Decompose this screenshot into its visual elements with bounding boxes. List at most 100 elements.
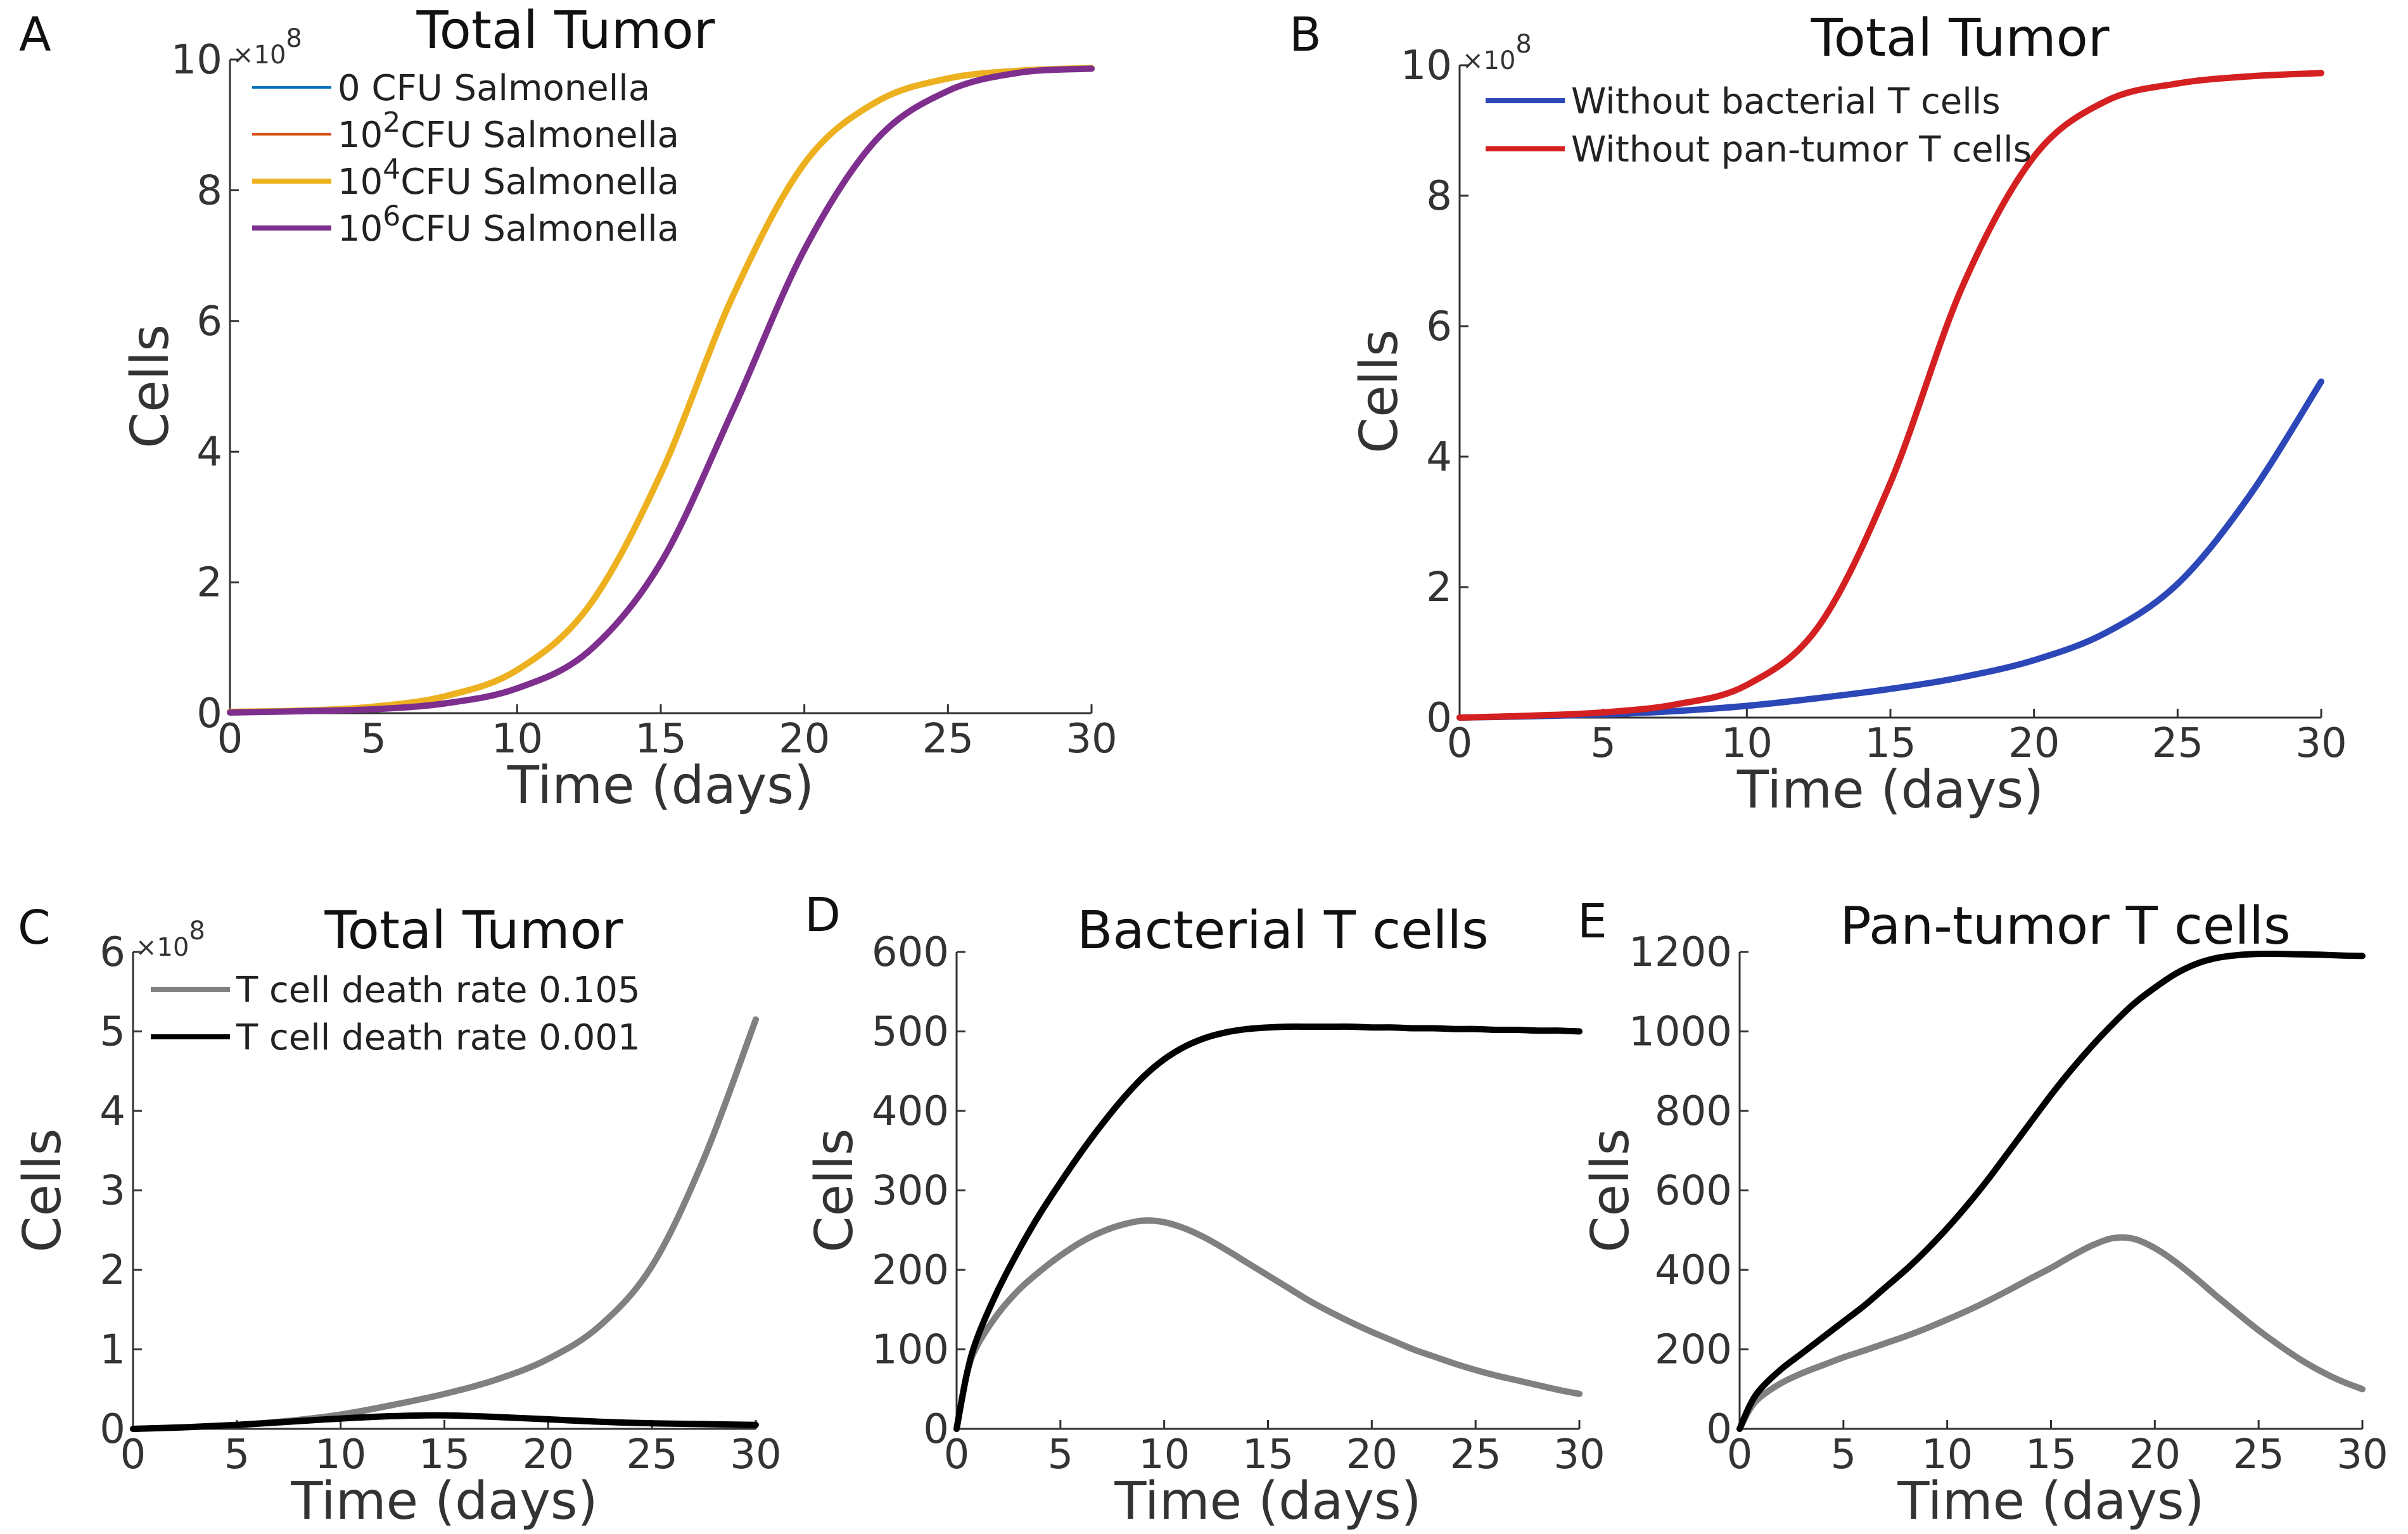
x-axis-label: Time (days) [1736,760,2044,820]
series-line-2 [953,1023,1583,1432]
y-tick-label: 1 [99,1327,125,1374]
y-tick-label: 2 [196,560,222,607]
x-tick-label: 10 [1721,720,1773,767]
x-tick-label: 15 [635,716,686,763]
y-tick-label: 3 [99,1168,125,1215]
x-tick-label: 30 [1553,1431,1605,1478]
y-exponent-label: ×108 [233,24,302,70]
y-tick-label: 5 [99,1009,125,1056]
y-tick-label: 6 [99,929,125,976]
chart-title: Bacterial T cells [1077,901,1489,961]
x-tick-label: 15 [1864,720,1916,767]
legend-entry: 106CFU Salmonella [338,200,679,250]
legend-entry: 102CFU Salmonella [338,106,679,156]
panel-letter: D [805,888,841,942]
y-tick-label: 300 [872,1168,949,1215]
y-tick-label: 0 [1426,695,1452,742]
panel-letter: B [1289,8,1322,62]
y-tick-label: 2 [1426,564,1452,611]
x-tick-label: 30 [1066,716,1117,763]
y-tick-label: 1200 [1629,929,1732,976]
legend-entry: 104CFU Salmonella [338,153,679,203]
x-tick-label: 20 [2008,720,2060,767]
y-tick-label: 400 [1655,1247,1732,1294]
series-line-1 [953,1217,1583,1432]
panel-letter: E [1577,894,1607,949]
x-axis-label: Time (days) [1114,1471,1421,1531]
x-tick-label: 30 [730,1431,781,1478]
x-tick-label: 20 [2129,1431,2181,1478]
x-tick-label: 5 [224,1431,250,1478]
x-axis-label: Time (days) [507,756,814,816]
y-tick-label: 200 [1655,1327,1732,1374]
y-tick-label: 10 [171,37,222,84]
x-tick-label: 20 [523,1431,574,1478]
series-line-1 [1736,1234,2366,1432]
legend-entry: T cell death rate 0.001 [236,1017,640,1058]
y-axis-label: Cells [120,324,181,448]
y-tick-label: 800 [1655,1088,1732,1135]
x-tick-label: 5 [1047,1431,1073,1478]
x-axis-label: Time (days) [290,1471,597,1531]
x-tick-label: 15 [2025,1431,2077,1478]
series-line-3 [227,65,1095,715]
x-tick-label: 5 [1830,1431,1856,1478]
y-exponent-label: ×108 [136,916,205,962]
y-tick-label: 10 [1401,42,1452,89]
x-tick-label: 5 [1590,720,1616,767]
chart-title: Total Tumor [416,1,715,61]
x-tick-label: 25 [2152,720,2203,767]
panel-c: C Total Tumor 0 5 10 15 20 25 30 0 1 2 3 4 5 6 ×108 Time … [13,901,782,1531]
panel-letter: C [18,901,51,955]
series-line-1 [1456,378,2324,721]
x-tick-label: 25 [1449,1431,1501,1478]
x-tick-label: 0 [944,1431,970,1478]
y-tick-label: 4 [196,429,222,476]
y-axis-label: Cells [805,1129,865,1253]
x-tick-label: 15 [1242,1431,1294,1478]
x-tick-label: 5 [360,716,386,763]
x-tick-label: 15 [419,1431,470,1478]
y-tick-label: 0 [923,1406,949,1453]
x-tick-label: 10 [492,716,543,763]
y-axis-label: Cells [1349,329,1410,453]
x-tick-label: 30 [2336,1431,2388,1478]
legend-entry: Without pan-tumor T cells [1571,129,2032,170]
y-axis-label: Cells [13,1129,73,1253]
x-axis-label: Time (days) [1897,1471,2204,1531]
y-tick-label: 400 [872,1088,949,1135]
y-tick-label: 600 [872,929,949,976]
x-tick-label: 25 [2233,1431,2284,1478]
chart-title: Pan-tumor T cells [1840,896,2291,956]
chart-title: Total Tumor [1811,8,2110,68]
y-tick-label: 0 [196,690,222,737]
x-tick-label: 25 [922,716,974,763]
y-axis-label: Cells [1581,1129,1641,1253]
x-tick-label: 0 [1447,720,1473,767]
x-tick-label: 10 [1138,1431,1190,1478]
y-tick-label: 8 [1426,173,1452,220]
y-tick-label: 500 [872,1009,949,1056]
x-tick-label: 25 [626,1431,677,1478]
x-tick-label: 20 [779,716,830,763]
series-line-2 [1736,950,2366,1432]
x-tick-label: 0 [1727,1431,1753,1478]
y-tick-label: 6 [1426,303,1452,350]
y-tick-label: 0 [1706,1406,1732,1453]
y-exponent-label: ×108 [1462,30,1532,75]
y-tick-label: 0 [99,1406,125,1453]
series-line-1 [130,1016,759,1432]
y-tick-label: 2 [99,1247,125,1294]
x-tick-label: 0 [120,1431,146,1478]
y-tick-label: 100 [872,1327,949,1374]
legend-entry: T cell death rate 0.105 [236,970,640,1011]
y-tick-label: 4 [1426,434,1452,481]
x-tick-label: 10 [315,1431,366,1478]
y-tick-label: 200 [872,1247,949,1294]
chart-title: Total Tumor [324,901,623,961]
x-tick-label: 10 [1921,1431,1973,1478]
series-line-4 [227,65,1095,716]
